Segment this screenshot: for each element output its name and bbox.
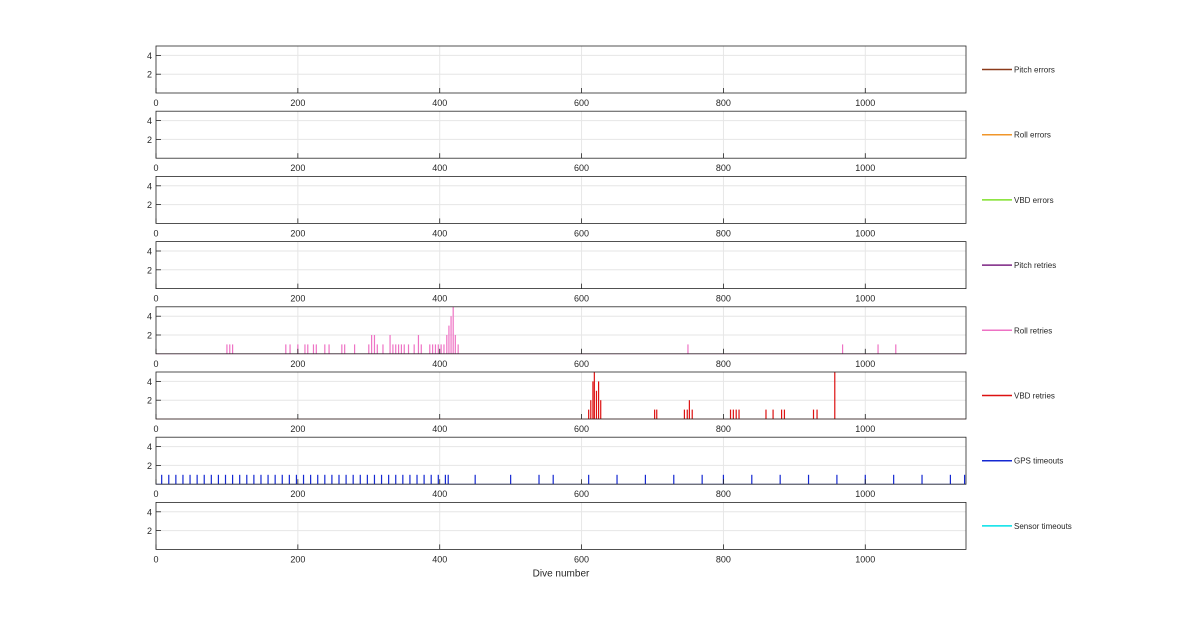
subplot-gps-timeouts: 2 4 0 200 400 600 800 1000 GPS timeouts [147, 436, 1063, 499]
y-tick-label: 2 [147, 461, 152, 471]
x-tick-label: 1000 [855, 98, 875, 108]
x-tick-label: 800 [716, 359, 731, 369]
x-tick-label: 200 [290, 359, 305, 369]
x-tick-label: 600 [574, 489, 589, 499]
legend-label-gps-timeouts: GPS timeouts [1014, 457, 1063, 466]
x-tick-label: 1000 [855, 489, 875, 499]
y-tick-label: 4 [147, 181, 152, 191]
x-tick-label: 600 [574, 228, 589, 238]
subplot-sensor-timeouts: 2 4 0 200 400 600 800 1000 Sensor timeouts [147, 501, 1072, 564]
y-tick-label: 2 [147, 331, 152, 341]
x-tick-label: 200 [290, 228, 305, 238]
x-tick-label: 600 [574, 163, 589, 173]
y-tick-label: 4 [147, 247, 152, 257]
x-tick-label: 400 [432, 424, 447, 434]
legend-label-sensor-timeouts: Sensor timeouts [1014, 522, 1072, 531]
x-tick-label: 0 [153, 554, 158, 564]
axes-box [155, 45, 967, 94]
x-tick-label: 0 [153, 294, 158, 304]
legend-label-pitch-retries: Pitch retries [1014, 261, 1056, 270]
x-tick-label: 1000 [855, 359, 875, 369]
y-tick-label: 2 [147, 265, 152, 275]
y-tick-label: 2 [147, 200, 152, 210]
axes-box [155, 110, 967, 159]
x-tick-label: 0 [153, 424, 158, 434]
axes-box [155, 371, 967, 420]
subplot-vbd-retries: 2 4 0 200 400 600 800 1000 VBD retries [147, 371, 1055, 434]
x-tick-label: 600 [574, 294, 589, 304]
x-tick-label: 0 [153, 98, 158, 108]
x-tick-label: 800 [716, 424, 731, 434]
y-tick-label: 4 [147, 116, 152, 126]
y-tick-label: 4 [147, 507, 152, 517]
x-tick-label: 400 [432, 489, 447, 499]
y-tick-label: 4 [147, 442, 152, 452]
x-tick-label: 200 [290, 424, 305, 434]
x-tick-label: 200 [290, 163, 305, 173]
x-tick-label: 200 [290, 294, 305, 304]
x-tick-label: 1000 [855, 424, 875, 434]
y-tick-label: 2 [147, 526, 152, 536]
y-tick-label: 4 [147, 51, 152, 61]
x-tick-label: 0 [153, 359, 158, 369]
x-tick-label: 600 [574, 424, 589, 434]
y-tick-label: 2 [147, 70, 152, 80]
legend-label-vbd-errors: VBD errors [1014, 196, 1054, 205]
y-tick-label: 4 [147, 377, 152, 387]
subplot-roll-retries: 2 4 0 200 400 600 800 1000 Roll retries [147, 306, 1052, 369]
subplot-pitch-errors: 2 4 0 200 400 600 800 1000 Pitch errors [147, 45, 1055, 108]
x-tick-label: 600 [574, 359, 589, 369]
x-tick-label: 400 [432, 294, 447, 304]
x-tick-label: 400 [432, 359, 447, 369]
x-tick-label: 800 [716, 489, 731, 499]
subplot-roll-errors: 2 4 0 200 400 600 800 1000 Roll errors [147, 110, 1051, 173]
axes-box [155, 175, 967, 224]
subplot-vbd-errors: 2 4 0 200 400 600 800 1000 VBD errors [147, 175, 1054, 238]
legend-label-roll-errors: Roll errors [1014, 131, 1051, 140]
x-tick-label: 0 [153, 163, 158, 173]
x-tick-label: 400 [432, 228, 447, 238]
axes-box [155, 241, 967, 290]
axes-box [155, 501, 967, 550]
x-tick-label: 400 [432, 554, 447, 564]
y-tick-label: 2 [147, 135, 152, 145]
x-tick-label: 400 [432, 98, 447, 108]
x-tick-label: 800 [716, 294, 731, 304]
x-tick-label: 200 [290, 489, 305, 499]
x-tick-label: 800 [716, 98, 731, 108]
legend-label-vbd-retries: VBD retries [1014, 392, 1055, 401]
axes-box [155, 306, 967, 355]
x-tick-label: 400 [432, 163, 447, 173]
legend-label-pitch-errors: Pitch errors [1014, 66, 1055, 75]
axes-box [155, 436, 967, 485]
x-tick-label: 1000 [855, 228, 875, 238]
x-tick-label: 600 [574, 554, 589, 564]
legend-label-roll-retries: Roll retries [1014, 326, 1052, 335]
x-tick-label: 1000 [855, 163, 875, 173]
x-tick-label: 600 [574, 98, 589, 108]
x-tick-label: 200 [290, 98, 305, 108]
x-axis-label: Dive number [533, 568, 590, 579]
x-tick-label: 800 [716, 163, 731, 173]
y-tick-label: 4 [147, 312, 152, 322]
x-tick-label: 800 [716, 554, 731, 564]
x-tick-label: 800 [716, 228, 731, 238]
x-tick-label: 0 [153, 228, 158, 238]
subplot-pitch-retries: 2 4 0 200 400 600 800 1000 Pitch retries [147, 241, 1056, 304]
x-tick-label: 1000 [855, 294, 875, 304]
x-tick-label: 200 [290, 554, 305, 564]
x-tick-label: 1000 [855, 554, 875, 564]
x-tick-label: 0 [153, 489, 158, 499]
y-tick-label: 2 [147, 396, 152, 406]
